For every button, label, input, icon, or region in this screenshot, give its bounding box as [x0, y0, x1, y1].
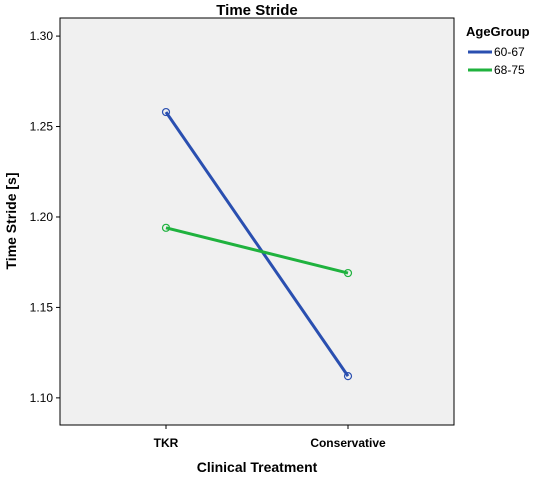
y-tick-label: 1.10 — [30, 391, 54, 405]
x-tick-label-tkr: TKR — [154, 436, 179, 450]
y-tick-label: 1.30 — [30, 29, 54, 43]
series-point-68-75-tkr — [161, 223, 171, 232]
y-tick-label: 1.20 — [30, 210, 54, 224]
legend-label-68-75: 68-75 — [494, 63, 525, 77]
y-tick-label: 1.15 — [30, 300, 54, 314]
series-point-60-67-conservative — [343, 372, 353, 381]
plot-area — [59, 17, 455, 426]
series-line-60-67 — [164, 111, 350, 378]
legend-items: 60-67 68-75 — [468, 45, 525, 77]
legend-title: AgeGroup — [466, 24, 530, 39]
series-line-68-75 — [165, 226, 349, 275]
y-tick-label: 1.25 — [30, 120, 54, 134]
series-point-68-75-conservative — [343, 268, 353, 278]
x-tick-label-conservative: Conservative — [310, 436, 386, 450]
legend-label-60-67: 60-67 — [494, 45, 525, 59]
y-axis-label: Time Stride [s] — [3, 173, 19, 270]
chart-title: Time Stride — [216, 2, 297, 19]
y-axis-ticks: 1.10 1.15 1.20 1.25 1.30 — [30, 29, 60, 405]
series-layer — [161, 107, 353, 381]
x-axis-ticks: TKR Conservative — [154, 425, 386, 450]
x-axis-label: Clinical Treatment — [197, 459, 318, 475]
series-point-60-67-tkr — [161, 107, 171, 117]
legend: AgeGroup 60-67 68-75 — [466, 24, 530, 77]
